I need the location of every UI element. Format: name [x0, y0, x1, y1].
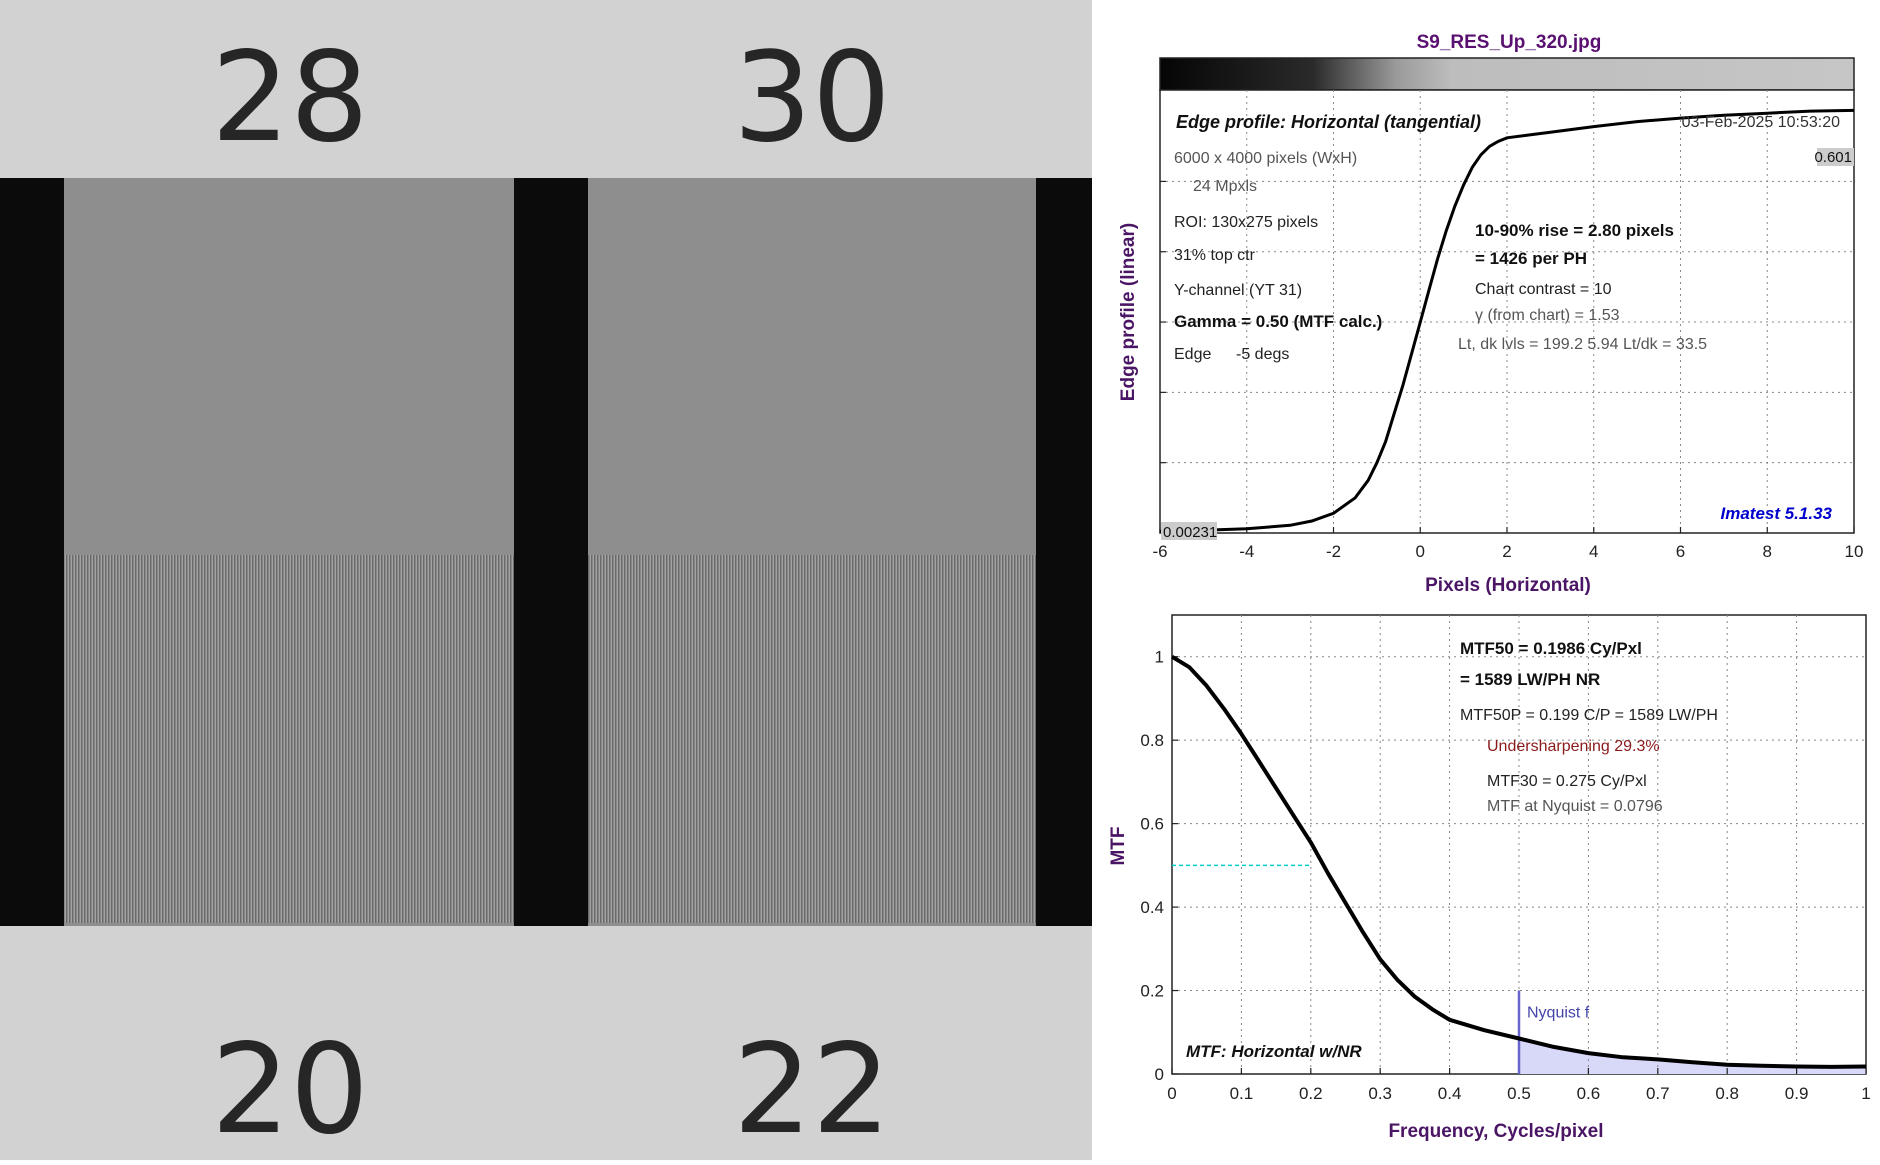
mtf50-lwph-text: = 1589 LW/PH NR	[1460, 670, 1600, 689]
mtf-curve	[1170, 654, 1867, 1069]
gray-level-bar	[1159, 57, 1855, 91]
rise-text: 10-90% rise = 2.80 pixels	[1475, 221, 1674, 240]
edge-x-tick-label: 8	[1763, 542, 1772, 561]
roi-text: ROI: 130x275 pixels	[1174, 214, 1318, 231]
mpixels-text: 24 Mpxls	[1193, 178, 1257, 195]
mtf-nyquist-text: MTF at Nyquist = 0.0796	[1487, 798, 1663, 815]
edge-x-tick-label: 4	[1589, 542, 1598, 561]
min-value-label: 0.00231	[1163, 524, 1217, 541]
edge-x-tick-label: 2	[1502, 542, 1511, 561]
edge-label-text: Edge	[1174, 346, 1211, 363]
mtf-y-tick-label: 1	[1155, 648, 1164, 667]
mtf-x-tick-label: 0	[1167, 1084, 1176, 1103]
mtf50p-text: MTF50P = 0.199 C/P = 1589 LW/PH	[1460, 707, 1718, 724]
mtf-x-axis-title: Frequency, Cycles/pixel	[1388, 1121, 1603, 1142]
mtf-x-tick-label: 0.9	[1785, 1084, 1809, 1103]
edge-x-tick-label: 6	[1676, 542, 1685, 561]
mtf50-text: MTF50 = 0.1986 Cy/Pxl	[1460, 639, 1642, 658]
contrast-text: Chart contrast = 10	[1475, 281, 1612, 298]
dark-bar-3	[1036, 178, 1092, 926]
mtf-x-tick-label: 0.4	[1438, 1084, 1462, 1103]
dark-bar-2	[514, 178, 588, 926]
version-text: Imatest 5.1.33	[1720, 504, 1832, 523]
edge-chart-timestamp: 03-Feb-2025 10:53:20	[1682, 114, 1840, 131]
chart-number-28: 28	[211, 26, 369, 170]
edge-angle-text: -5 degs	[1236, 346, 1289, 363]
mtf-y-tick-label: 0	[1155, 1065, 1164, 1084]
file-title: S9_RES_Up_320.jpg	[1417, 32, 1602, 53]
edge-x-tick-label: 0	[1416, 542, 1425, 561]
chart-number-30: 30	[733, 26, 891, 170]
mtf-y-ticks: 0 0.2 0.4 0.6 0.8 1	[1140, 648, 1178, 1084]
edge-x-tick-label: -4	[1239, 542, 1254, 561]
levels-text: Lt, dk lvls = 199.2 5.94 Lt/dk = 33.5	[1458, 336, 1707, 353]
edge-profile-chart: -6 -4 -2 0 2 4 6 8 10 Edge profile: Horizontal (…	[1118, 57, 1864, 596]
mtf-chart: 0 0.1 0.2 0.3 0.4 0.5 0.6 0.7 0.8 0.9 1 0 0.2 0.4 0.6…	[1108, 614, 1871, 1142]
gamma-text: Gamma = 0.50 (MTF calc.)	[1174, 312, 1382, 331]
mtf-x-tick-label: 0.3	[1368, 1084, 1392, 1103]
mtf-x-tick-label: 0.2	[1299, 1084, 1323, 1103]
location-text: 31% top ctr	[1174, 247, 1256, 264]
test-chart-image: 28 30 20 22	[0, 26, 1092, 1160]
mtf30-text: MTF30 = 0.275 Cy/Pxl	[1487, 773, 1647, 790]
mtf-y-tick-label: 0.6	[1140, 815, 1164, 834]
channel-text: Y-channel (YT 31)	[1174, 282, 1302, 299]
mtf-y-tick-label: 0.4	[1140, 898, 1164, 917]
edge-grid	[1160, 90, 1854, 533]
mtf-y-tick-label: 0.2	[1140, 982, 1164, 1001]
mtf-x-tick-label: 1	[1861, 1084, 1870, 1103]
max-value-label: 0.601	[1814, 149, 1852, 166]
undersharpening-text: Undersharpening 29.3%	[1487, 738, 1660, 755]
min-label-bg	[1161, 522, 1217, 540]
dark-bar-1	[0, 178, 64, 926]
edge-y-axis-title: Edge profile (linear)	[1118, 223, 1139, 401]
mtf-x-tick-label: 0.1	[1230, 1084, 1254, 1103]
max-label-bg	[1817, 148, 1854, 166]
mtf-chart-title: MTF: Horizontal w/NR	[1186, 1042, 1362, 1061]
mtf-x-tick-label: 0.6	[1577, 1084, 1601, 1103]
mtf-x-ticks: 0 0.1 0.2 0.3 0.4 0.5 0.6 0.7 0.8 0.9 1	[1167, 1068, 1871, 1103]
mtf-x-tick-label: 0.7	[1646, 1084, 1670, 1103]
edge-x-tick-label: -6	[1152, 542, 1167, 561]
edge-x-tick-label: 10	[1845, 542, 1864, 561]
nyquist-label: Nyquist f	[1527, 1005, 1590, 1022]
image-size-text: 6000 x 4000 pixels (WxH)	[1174, 150, 1357, 167]
per-ph-text: = 1426 per PH	[1475, 249, 1587, 268]
fine-pattern-right	[586, 555, 1038, 923]
imatest-results-panel: S9_RES_Up_320.jpg -6 -4 -2 0 2 4 6 8 10 Edge pro…	[1092, 0, 1880, 1160]
edge-x-axis-title: Pixels (Horizontal)	[1425, 575, 1591, 596]
edge-profile-curve	[1159, 108, 1855, 533]
mtf-x-tick-label: 0.8	[1715, 1084, 1739, 1103]
mtf-x-tick-label: 0.5	[1507, 1084, 1531, 1103]
edge-chart-title: Edge profile: Horizontal (tangential)	[1176, 112, 1481, 132]
fine-pattern-left	[62, 555, 518, 923]
gamma-chart-text: γ (from chart) = 1.53	[1475, 307, 1620, 324]
chart-number-20: 20	[211, 1018, 369, 1160]
mtf-y-tick-label: 0.8	[1140, 731, 1164, 750]
chart-number-22: 22	[733, 1018, 891, 1160]
imatest-charts: S9_RES_Up_320.jpg -6 -4 -2 0 2 4 6 8 10 Edge pro…	[1108, 32, 1871, 1142]
test-chart-photo: 28 30 20 22	[0, 0, 1092, 1160]
edge-x-tick-label: -2	[1326, 542, 1341, 561]
nyquist-shaded-area	[1519, 1038, 1866, 1074]
mtf-y-axis-title: MTF	[1108, 826, 1129, 865]
